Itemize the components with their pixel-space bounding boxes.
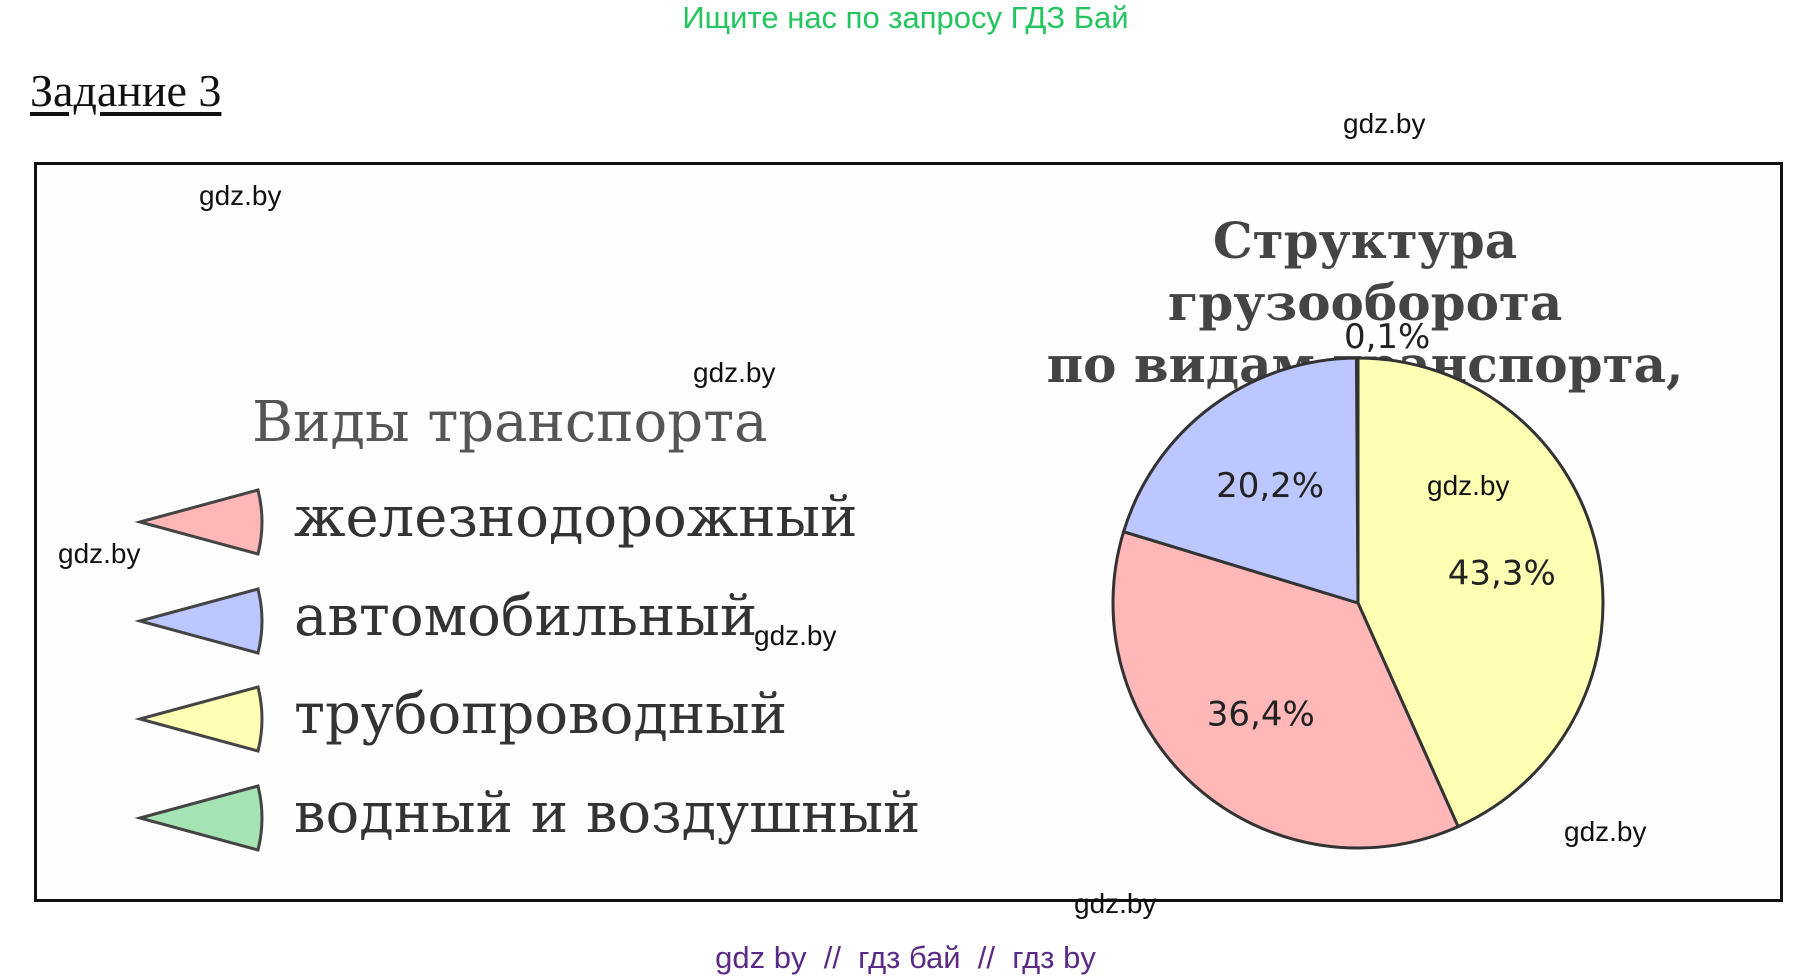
- legend-item-water-air: водный и воздушный: [294, 781, 921, 846]
- pie-slice-label: 43,3%: [1448, 553, 1556, 593]
- legend-title: Виды транспорта: [252, 390, 768, 455]
- watermark-text: gdz.by: [1343, 108, 1426, 139]
- legend-marker-auto: [134, 587, 264, 655]
- watermark-text: gdz.by: [754, 620, 837, 651]
- watermark-text: gdz.by: [199, 180, 282, 211]
- watermark-text: gdz.by: [1564, 816, 1647, 847]
- watermark-text: gdz.by: [1074, 888, 1157, 919]
- watermark-text: gdz.by: [58, 538, 141, 569]
- pie-slice: [1356, 356, 1605, 829]
- legend-marker-pipe: [134, 685, 264, 753]
- task-title: Задание 3: [30, 65, 222, 116]
- pie-slice: [1121, 356, 1360, 606]
- legend-item-pipe: трубопроводный: [294, 682, 788, 747]
- pie-slice-label: 0,1%: [1344, 317, 1430, 357]
- footer-links: gdz by // гдз бай // гдз by: [715, 940, 1096, 975]
- legend-item-rail: железнодорожный: [294, 485, 858, 550]
- pie-slice-label: 36,4%: [1207, 694, 1315, 734]
- legend-marker-water-air: [134, 784, 264, 852]
- watermark-text: gdz.by: [1427, 470, 1510, 501]
- watermark-text: gdz.by: [693, 357, 776, 388]
- pie-slice: [1355, 357, 1359, 604]
- pie-slice: [1111, 529, 1461, 850]
- pie-slice-label: 20,2%: [1216, 466, 1324, 506]
- chart-title-line1: Структура грузооборота: [1167, 211, 1563, 332]
- search-banner: Ищите нас по запросу ГДЗ Бай: [682, 0, 1129, 35]
- legend-item-auto: автомобильный: [294, 584, 758, 649]
- legend-marker-rail: [134, 488, 264, 556]
